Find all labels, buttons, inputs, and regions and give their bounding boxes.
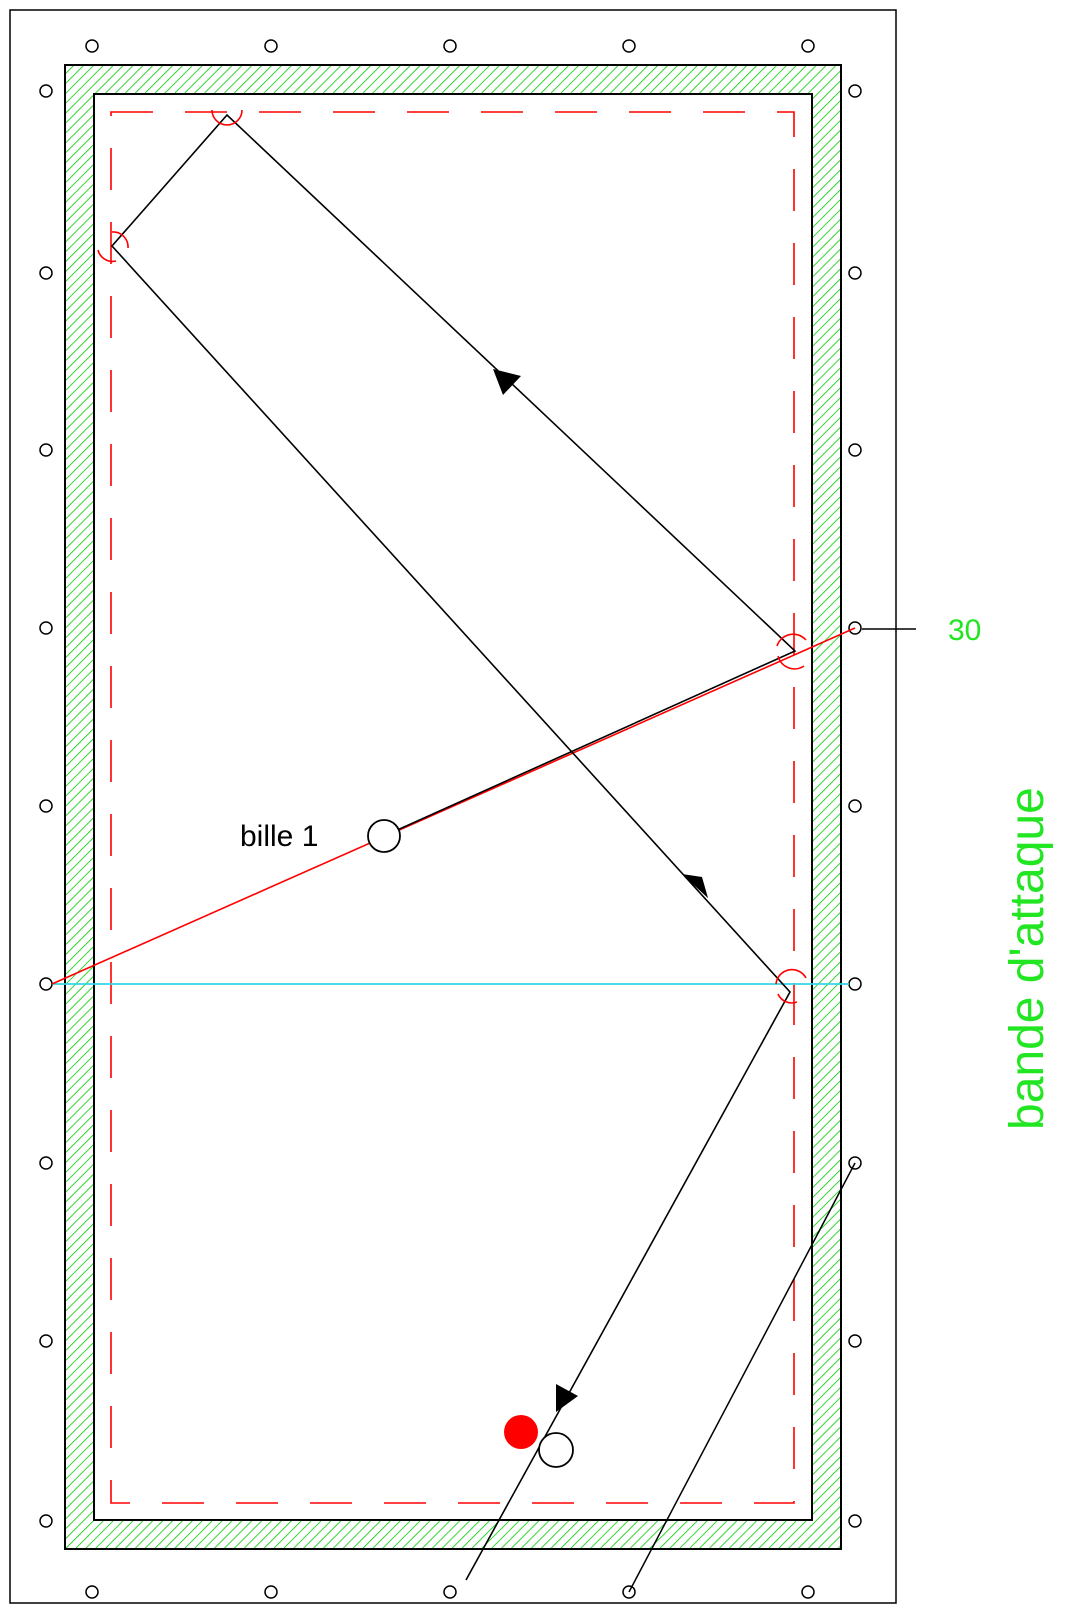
diamond-markers [39, 39, 862, 1599]
aim-line [51, 627, 856, 985]
diamond-marker [39, 84, 53, 98]
diamond-marker [264, 1585, 278, 1599]
diamond-marker [39, 1334, 53, 1348]
diamond-marker [848, 799, 862, 813]
diamond-marker [801, 1585, 815, 1599]
diamond-marker [443, 1585, 457, 1599]
contact-arcs [97, 109, 807, 1004]
contact-arc [776, 633, 807, 670]
diamond-marker [39, 799, 53, 813]
red-ball [504, 1415, 538, 1449]
ball-1 [367, 819, 401, 853]
diamond-marker [622, 39, 636, 53]
diamond-marker [443, 39, 457, 53]
diamond-marker [848, 977, 862, 991]
diamond-marker [39, 266, 53, 280]
diamond-marker [848, 1514, 862, 1528]
contact-arc [97, 231, 129, 263]
direction-arrows [493, 369, 708, 1412]
cushion-outer-edge [64, 64, 842, 1550]
rail-label: bande d'attaque [1001, 787, 1054, 1130]
arrow-head [556, 1384, 578, 1412]
diamond-marker [39, 1514, 53, 1528]
arrow-head [493, 369, 521, 395]
diamond-marker [39, 1156, 53, 1170]
contact-arc [775, 968, 807, 1004]
diamond-marker [801, 39, 815, 53]
diamond-marker [848, 266, 862, 280]
diamond-marker [264, 39, 278, 53]
diamond-marker [848, 84, 862, 98]
contact-arc [211, 109, 243, 126]
playing-surface-edge [93, 93, 813, 1521]
ball-trajectory [110, 113, 797, 1581]
diamond-marker [848, 1334, 862, 1348]
white-ball [538, 1432, 574, 1468]
reference-path [628, 1162, 856, 1593]
diamond-marker [848, 443, 862, 457]
arrow-head [682, 874, 708, 898]
diamond-number-label: 30 [948, 614, 981, 647]
diamond-marker [85, 1585, 99, 1599]
ball-1-label: bille 1 [240, 820, 318, 853]
diamond-marker [39, 621, 53, 635]
diamond-marker [39, 443, 53, 457]
diamond-marker [85, 39, 99, 53]
diamond-marker [39, 977, 53, 991]
